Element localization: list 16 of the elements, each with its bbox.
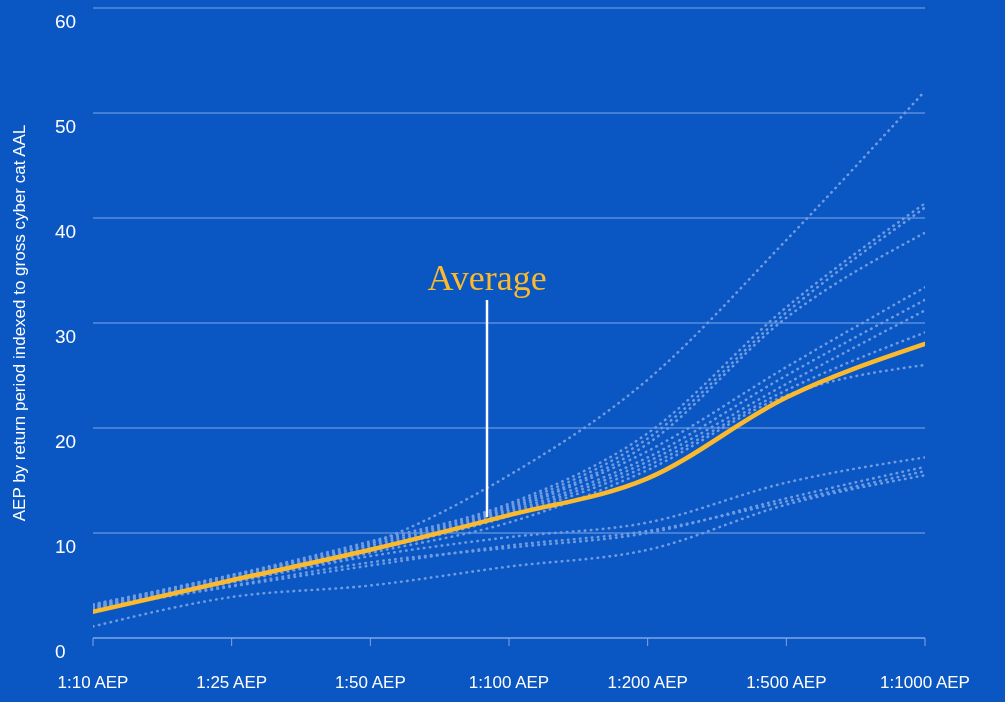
x-tick-label: 1:10 AEP [57,673,129,693]
x-tick-label: 1:1000 AEP [880,673,970,693]
x-tick-label: 1:500 AEP [746,673,827,693]
y-tick-label: 20 [55,431,77,452]
x-tick-label: 1:200 AEP [607,673,688,693]
y-tick-label: 40 [55,221,77,242]
y-axis-title: AEP by return period indexed to gross cyber cat AAL [10,124,29,522]
x-tick-label: 1:100 AEP [468,673,550,693]
text: Average [427,258,547,298]
y-tick-label: 10 [55,536,77,557]
x-tick-label: 1:25 AEP [196,673,268,693]
y-tick-label: 0 [55,641,66,662]
y-tick-label: 30 [55,326,77,347]
x-tick-label: 1:50 AEP [334,673,406,693]
y-tick-label: 60 [55,11,77,32]
y-tick-label: 50 [55,116,77,137]
